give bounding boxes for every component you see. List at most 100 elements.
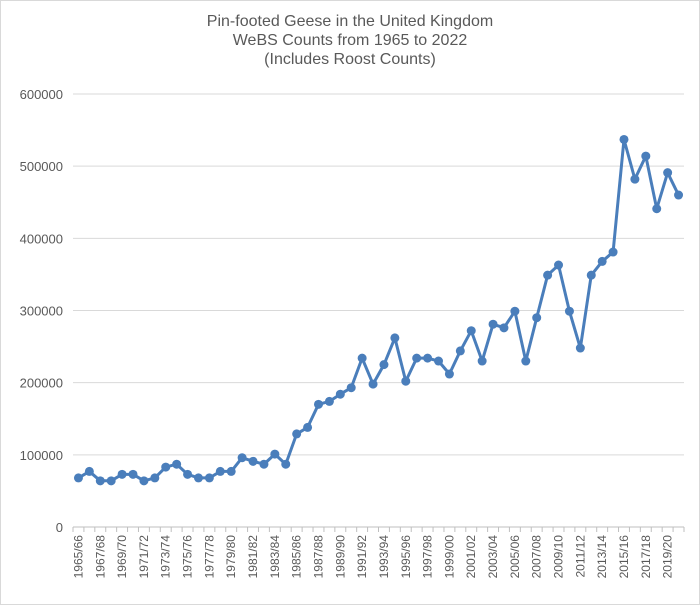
- data-point: [379, 360, 389, 370]
- data-point: [117, 469, 127, 479]
- y-tick-label: 500000: [20, 159, 63, 174]
- x-tick-label: 1995/96: [399, 535, 413, 579]
- data-point: [444, 369, 454, 379]
- data-point: [303, 422, 313, 432]
- data-point: [434, 356, 444, 366]
- x-tick-label: 1991/92: [355, 535, 369, 579]
- data-point: [521, 356, 531, 366]
- data-point: [532, 313, 542, 323]
- data-point: [357, 353, 367, 363]
- x-tick-label: 1997/98: [421, 535, 435, 579]
- data-point: [488, 319, 498, 329]
- y-tick-label: 600000: [20, 87, 63, 102]
- y-tick-label: 100000: [20, 448, 63, 463]
- x-tick-label: 2015/16: [617, 535, 631, 579]
- x-axis: 1965/66 1967/68 1969/70 1971/72 1973/74 1975/…: [71, 526, 685, 579]
- data-point: [150, 473, 160, 483]
- data-point: [248, 456, 258, 466]
- x-tick-label: 1989/90: [333, 535, 347, 579]
- data-point: [313, 399, 323, 409]
- x-tick-label: 1993/94: [377, 535, 391, 579]
- data-point: [674, 190, 684, 200]
- data-point: [641, 151, 651, 161]
- x-tick-label: 1977/78: [202, 535, 216, 579]
- data-point: [193, 473, 203, 483]
- data-point: [270, 449, 280, 459]
- data-point: [619, 134, 629, 144]
- data-point: [477, 356, 487, 366]
- series-layer: [73, 134, 684, 486]
- x-tick-label: 1999/00: [442, 535, 456, 579]
- data-point: [215, 466, 225, 476]
- x-tick-label: 2011/12: [573, 535, 587, 578]
- data-point: [608, 247, 618, 257]
- data-point: [226, 466, 236, 476]
- chart-title-line-2: WeBS Counts from 1965 to 2022: [232, 32, 468, 49]
- chart-title-line-1: Pin-footed Geese in the United Kingdom: [206, 13, 494, 30]
- data-point: [368, 379, 378, 389]
- data-point: [575, 343, 585, 353]
- data-point: [412, 353, 422, 363]
- x-tick-label: 2009/10: [552, 535, 566, 579]
- x-tick-label: 1973/74: [159, 535, 173, 579]
- x-tick-label: 1987/88: [311, 535, 325, 579]
- x-tick-label: 2005/06: [508, 535, 522, 579]
- x-tick-label: 1969/70: [115, 535, 129, 579]
- y-axis: 0 100000 200000 300000 400000 500000 600000: [20, 87, 63, 535]
- data-point: [554, 260, 564, 270]
- data-point: [401, 376, 411, 386]
- gridlines: [73, 93, 684, 456]
- x-tick-label: 1985/86: [290, 535, 304, 579]
- y-tick-label: 300000: [20, 304, 63, 319]
- data-point: [499, 323, 509, 333]
- data-point: [281, 459, 291, 469]
- x-tick-label: 1983/84: [268, 535, 282, 579]
- x-tick-label: 1979/80: [224, 535, 238, 579]
- data-point: [292, 429, 302, 439]
- data-point: [423, 353, 433, 363]
- data-point: [335, 389, 345, 399]
- data-point: [183, 469, 193, 479]
- data-point: [84, 466, 94, 476]
- x-tick-label: 2017/18: [639, 535, 653, 579]
- data-point: [259, 459, 269, 469]
- data-point: [346, 383, 356, 393]
- data-point: [586, 270, 596, 280]
- chart-title-line-3: (Includes Roost Counts): [264, 51, 436, 68]
- x-tick-label: 1971/72: [137, 535, 151, 579]
- data-point: [597, 256, 607, 266]
- data-point: [564, 306, 574, 316]
- x-tick-label: 1975/76: [181, 535, 195, 579]
- y-tick-label: 200000: [20, 376, 63, 391]
- data-point: [95, 476, 105, 486]
- x-tick-label: 1967/68: [93, 535, 107, 579]
- x-tick-label: 2013/14: [595, 535, 609, 579]
- x-tick-label: 2007/08: [530, 535, 544, 579]
- y-tick-label: 400000: [20, 231, 63, 246]
- data-point: [510, 306, 520, 316]
- data-point: [237, 453, 247, 463]
- data-point: [652, 204, 662, 214]
- data-point: [455, 346, 465, 356]
- x-tick-label: 2003/04: [486, 535, 500, 579]
- data-point: [390, 333, 400, 343]
- data-point: [663, 168, 673, 178]
- data-point: [106, 476, 116, 486]
- data-point: [73, 473, 83, 483]
- data-point: [630, 174, 640, 184]
- x-tick-label: 2019/20: [661, 535, 675, 579]
- data-point: [172, 459, 182, 469]
- chart-title: Pin-footed Geese in the United Kingdom W…: [0, 12, 700, 69]
- x-tick-label: 1965/66: [71, 535, 85, 579]
- y-tick-label: 0: [56, 520, 63, 535]
- data-point: [161, 462, 171, 472]
- x-tick-label: 2001/02: [464, 535, 478, 579]
- data-point: [128, 469, 138, 479]
- data-point: [204, 473, 214, 483]
- data-point: [139, 476, 149, 486]
- x-tick-label: 1981/82: [246, 535, 260, 579]
- data-point: [324, 396, 334, 406]
- data-point: [466, 326, 476, 336]
